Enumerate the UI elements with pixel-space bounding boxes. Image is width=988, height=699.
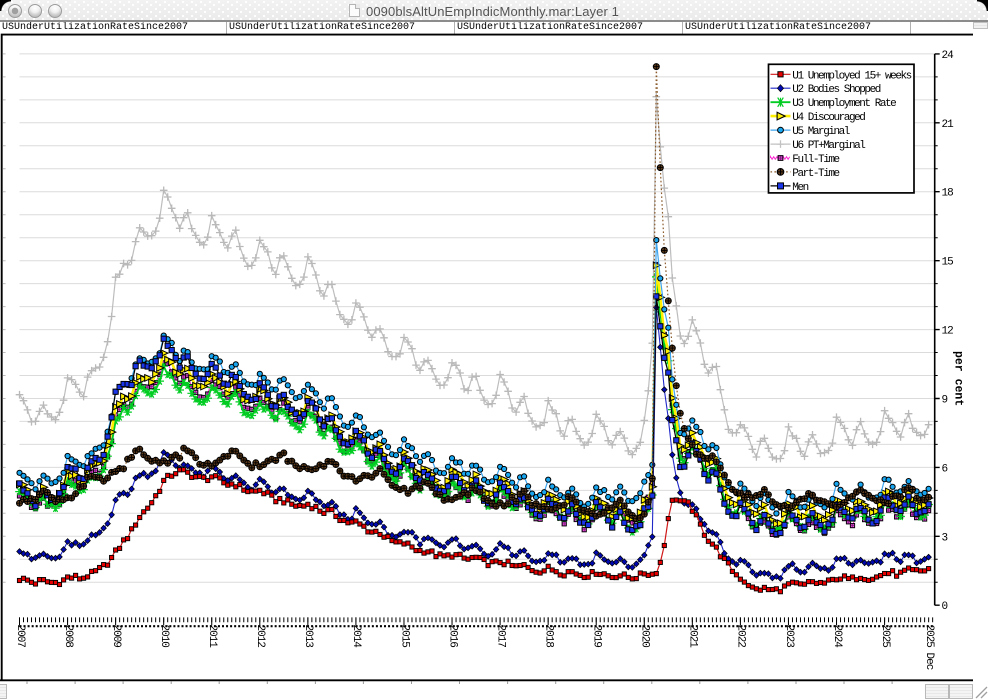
svg-text:2025 Dec: 2025 Dec: [923, 625, 935, 670]
svg-text:U3 Unemployment Rate: U3 Unemployment Rate: [792, 98, 896, 110]
svg-text:2020: 2020: [639, 625, 651, 648]
svg-text:9: 9: [942, 395, 948, 407]
svg-text:3: 3: [942, 532, 948, 544]
svg-text:6: 6: [942, 463, 948, 475]
svg-text:2023: 2023: [783, 625, 795, 648]
svg-text:Full-Time: Full-Time: [792, 154, 839, 166]
svg-text:2007: 2007: [14, 625, 26, 648]
svg-text:2010: 2010: [158, 625, 170, 648]
svg-text:15: 15: [942, 257, 954, 269]
svg-text:2019: 2019: [591, 625, 603, 648]
svg-text:U5 Marginal: U5 Marginal: [792, 126, 850, 138]
svg-text:U1 Unemployed 15+ weeks: U1 Unemployed 15+ weeks: [792, 70, 911, 82]
svg-text:U4 Discouraged: U4 Discouraged: [792, 112, 865, 124]
svg-text:U6 PT+Marginal: U6 PT+Marginal: [792, 140, 865, 152]
svg-text:2014: 2014: [350, 625, 362, 649]
svg-text:21: 21: [942, 119, 955, 131]
svg-text:12: 12: [942, 326, 954, 338]
svg-text:2015: 2015: [398, 625, 410, 648]
svg-text:2011: 2011: [206, 625, 218, 649]
svg-text:2016: 2016: [446, 625, 458, 648]
svg-text:2008: 2008: [62, 625, 74, 648]
svg-text:18: 18: [942, 188, 954, 200]
svg-text:2009: 2009: [110, 625, 122, 648]
svg-text:2017: 2017: [494, 625, 506, 648]
svg-text:2018: 2018: [543, 625, 555, 648]
svg-text:24: 24: [942, 50, 955, 62]
svg-text:2021: 2021: [687, 625, 699, 649]
svg-text:2024: 2024: [831, 625, 843, 649]
svg-text:2022: 2022: [735, 625, 747, 648]
svg-text:2012: 2012: [254, 625, 266, 648]
svg-text:2013: 2013: [302, 625, 314, 648]
svg-text:0: 0: [942, 601, 948, 613]
svg-text:2025: 2025: [879, 625, 891, 648]
svg-text:per cent: per cent: [952, 351, 965, 406]
svg-text:Part-Time: Part-Time: [792, 168, 839, 180]
svg-text:U2 Bodies Shopped: U2 Bodies Shopped: [792, 84, 880, 96]
svg-text:Men: Men: [792, 182, 808, 194]
